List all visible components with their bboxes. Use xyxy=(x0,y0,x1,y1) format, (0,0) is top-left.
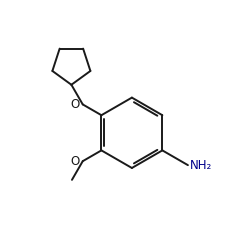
Text: NH₂: NH₂ xyxy=(189,159,211,172)
Text: O: O xyxy=(70,98,80,111)
Text: O: O xyxy=(70,155,80,168)
